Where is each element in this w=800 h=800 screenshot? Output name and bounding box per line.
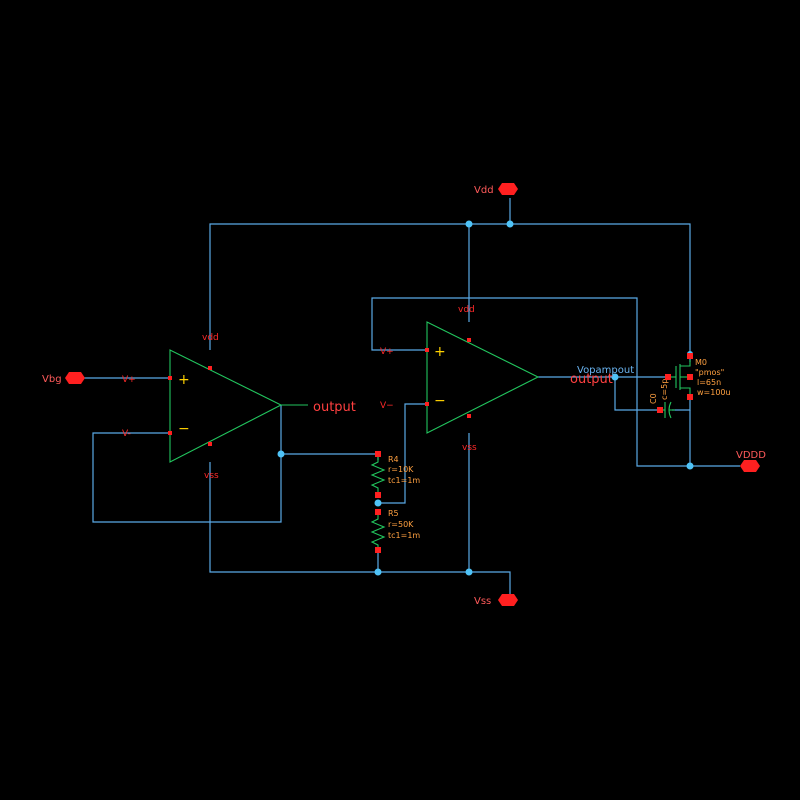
port-vbg[interactable]: Vbg — [42, 372, 85, 385]
opamp2-vpos-pin[interactable] — [425, 348, 429, 352]
vdd-rail-wire — [209, 223, 691, 362]
port-vbg-symbol[interactable] — [65, 372, 85, 384]
m0-source-pin[interactable] — [687, 353, 693, 359]
junction-dot — [506, 220, 514, 228]
r4-zigzag[interactable] — [370, 457, 386, 494]
port-vddd-label: VDDD — [736, 450, 766, 461]
opamp1-vpos-pin[interactable] — [168, 376, 172, 380]
opamp1[interactable]: + − V+ V- vdd vss output — [122, 333, 356, 481]
port-vddd-symbol[interactable] — [740, 460, 760, 472]
mid-to-vneg-wire — [378, 403, 427, 504]
port-vdd-symbol[interactable] — [498, 183, 518, 195]
r5-name: R5 — [388, 509, 399, 518]
opamp1-output-label: output — [313, 400, 356, 415]
r4-bottom-pin[interactable] — [375, 492, 381, 498]
r5-bottom-pin[interactable] — [375, 547, 381, 553]
r5-tc: tc1=1m — [388, 531, 420, 540]
vss-rail-wire — [209, 462, 511, 598]
opamp2-vss-label: vss — [462, 443, 477, 453]
r5-zigzag[interactable] — [370, 515, 386, 549]
opamp1-vdd-pin[interactable] — [208, 366, 212, 370]
opamp1-feedback-wire — [92, 405, 282, 523]
opamp1-vss-label: vss — [204, 471, 219, 481]
opamp1-vneg-label: V- — [122, 429, 131, 439]
resistor-r5[interactable]: R5 r=50K tc1=1m — [370, 509, 420, 553]
opamp1-minus-sign: − — [178, 421, 190, 437]
m0-drain-pin[interactable] — [687, 394, 693, 400]
port-vss-label: Vss — [474, 596, 491, 607]
opamp2-vneg-pin[interactable] — [425, 402, 429, 406]
r5-value: r=50K — [388, 520, 414, 529]
net-label-vopampout: Vopampout — [577, 365, 634, 376]
opamp1-plus-sign: + — [178, 372, 190, 388]
opamp1-triangle[interactable] — [169, 349, 283, 463]
junction-dot — [465, 220, 473, 228]
junction-dot — [374, 499, 382, 507]
cap-left-wire — [614, 377, 658, 411]
port-vss[interactable]: Vss — [474, 594, 518, 607]
port-vddd[interactable]: VDDD — [736, 450, 766, 472]
r5-top-pin[interactable] — [375, 509, 381, 515]
opamp2-output-label: output — [570, 372, 613, 387]
port-vdd[interactable]: Vdd — [474, 183, 518, 196]
opamp1-vpos-label: V+ — [122, 375, 136, 385]
r4-value: r=10K — [388, 465, 414, 474]
opamp2-minus-sign: − — [434, 393, 446, 409]
port-vss-symbol[interactable] — [498, 594, 518, 606]
junction-dot — [374, 568, 382, 576]
port-vdd-label: Vdd — [474, 185, 494, 196]
r4-top-pin[interactable] — [375, 451, 381, 457]
m0-length: l=65n — [697, 378, 721, 387]
opamp2-vneg-label: V− — [380, 401, 394, 411]
opamp1-vdd-label: vdd — [202, 333, 219, 343]
opamp2-vpos-label: V+ — [380, 347, 394, 357]
r4-name: R4 — [388, 455, 399, 464]
junction-dot — [686, 462, 694, 470]
opamp1-vneg-pin[interactable] — [168, 431, 172, 435]
capacitor-c0[interactable]: C0 c=5p — [649, 379, 675, 419]
m0-model: "pmos" — [695, 368, 724, 377]
opamp2[interactable]: + − V+ V− vdd vss output — [380, 305, 613, 453]
opamp2-plus-sign: + — [434, 344, 446, 360]
c0-name: C0 — [649, 393, 658, 404]
junction-dot — [465, 568, 473, 576]
m0-width: w=100u — [697, 388, 731, 397]
opamp2-triangle[interactable] — [426, 321, 540, 434]
m0-drain — [680, 387, 691, 394]
opamp2-vdd-label: vdd — [458, 305, 475, 315]
m0-source — [680, 360, 691, 367]
resistor-r4[interactable]: R4 r=10K tc1=1m — [370, 451, 420, 498]
opamp2-vdd-pin[interactable] — [467, 338, 471, 342]
r4-tc: tc1=1m — [388, 476, 420, 485]
m0-gate-pin[interactable] — [665, 374, 671, 380]
m0-name: M0 — [695, 358, 707, 367]
port-vbg-label: Vbg — [42, 374, 62, 385]
c0-left-pin[interactable] — [657, 407, 663, 413]
opamp1-vss-pin[interactable] — [208, 442, 212, 446]
c0-value: c=5p — [660, 379, 669, 400]
opamp2-vpos-wire — [371, 297, 690, 467]
m0-body-pin[interactable] — [687, 374, 693, 380]
junction-dot — [611, 373, 619, 381]
pmos-m0[interactable]: M0 "pmos" l=65n w=100u — [665, 353, 731, 400]
opamp2-vss-pin[interactable] — [467, 414, 471, 418]
junction-dot — [277, 450, 285, 458]
